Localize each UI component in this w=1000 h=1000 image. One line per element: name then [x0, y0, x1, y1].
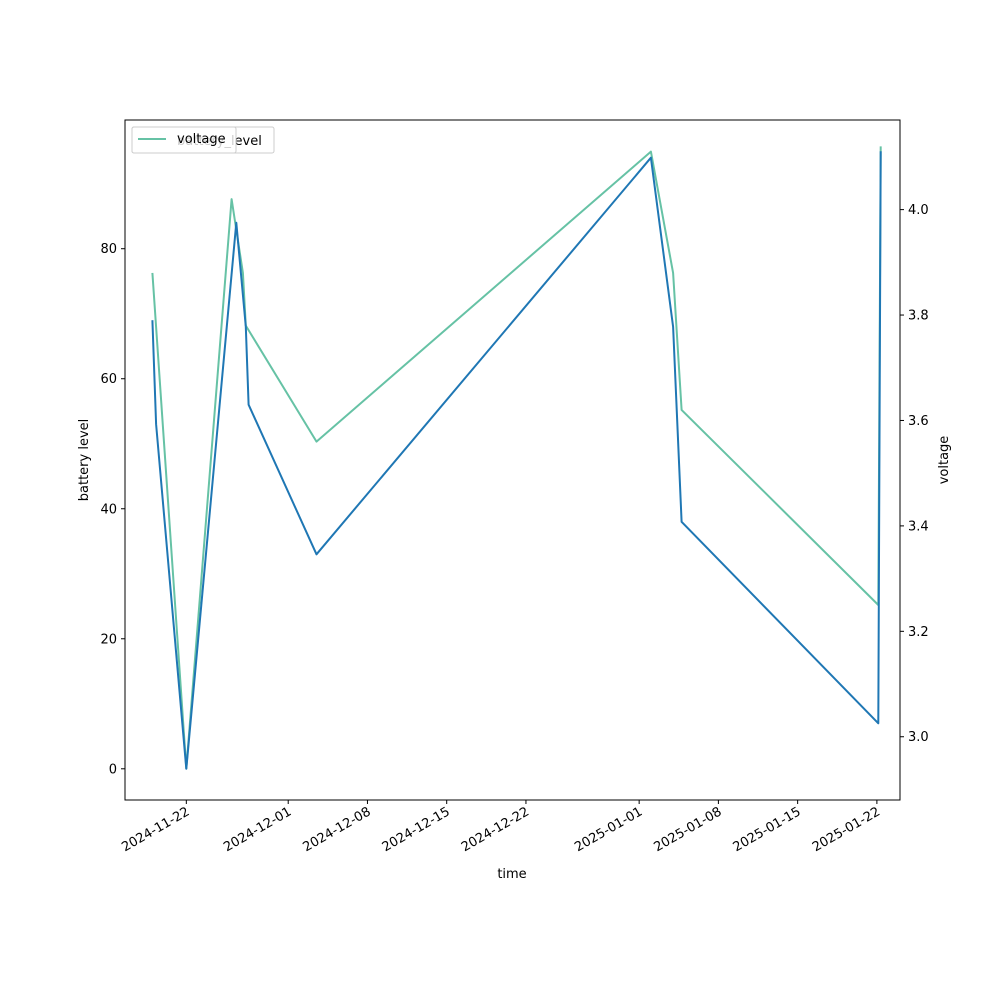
y-axis-left: 0 20 40 60 80: [100, 242, 125, 777]
y-right-tick-label: 3.6: [908, 414, 929, 429]
series-line-voltage: [151, 146, 882, 770]
y-right-tick-label: 3.0: [908, 730, 929, 745]
y-axis-right: 3.0 3.2 3.4 3.6 3.8 4.0: [900, 203, 929, 745]
y-left-tick-label: 80: [100, 242, 117, 257]
plot-lines: [151, 146, 882, 770]
x-axis-label: time: [497, 867, 526, 882]
legend-box-voltage: [131, 126, 237, 154]
y-right-tick-label: 3.4: [908, 519, 929, 534]
y-right-tick-label: 3.2: [908, 625, 929, 640]
legend: battery_level voltage: [131, 126, 275, 154]
plot-frame: [124, 119, 901, 801]
legend-label-voltage: voltage: [177, 132, 226, 147]
y-right-tick-label: 3.8: [908, 309, 929, 324]
y-axis-left-label: battery level: [77, 419, 92, 502]
y-left-tick-label: 0: [109, 762, 117, 777]
y-left-tick-label: 40: [100, 502, 117, 517]
y-left-tick-label: 60: [100, 372, 117, 387]
y-left-tick-label: 20: [100, 632, 117, 647]
y-right-tick-label: 4.0: [908, 203, 929, 218]
series-line-battery-level: [151, 151, 882, 770]
y-axis-right-label: voltage: [937, 436, 952, 485]
